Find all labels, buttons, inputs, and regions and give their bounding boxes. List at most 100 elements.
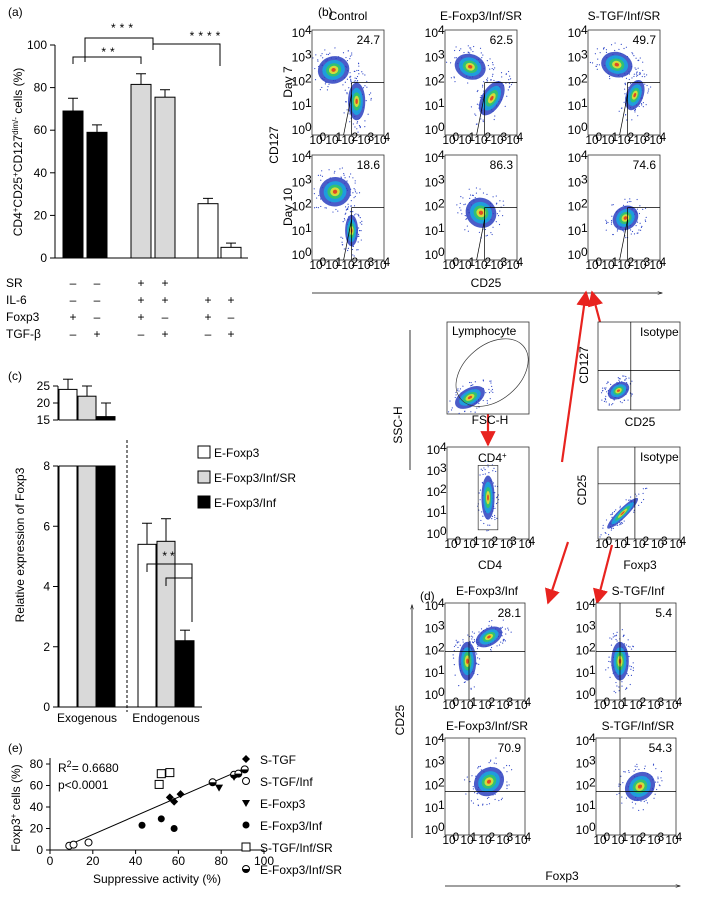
event-dot	[356, 121, 359, 123]
tick-label: 0	[320, 130, 327, 144]
percentage: 18.6	[357, 158, 381, 172]
event-dot	[350, 210, 352, 213]
event-dot	[463, 779, 466, 781]
event-dot	[493, 762, 495, 764]
event-dot	[493, 118, 495, 121]
event-dot	[458, 641, 460, 643]
percentage: 24.7	[357, 33, 381, 47]
event-dot	[476, 653, 478, 655]
tick-label: 4	[581, 148, 588, 162]
density	[486, 779, 492, 784]
event-dot	[500, 798, 503, 801]
event-dot	[624, 93, 626, 95]
event-dot	[344, 177, 346, 179]
y-tick-label: 8	[43, 459, 50, 473]
tick-label: 0	[438, 820, 445, 834]
event-dot	[467, 82, 469, 84]
y-tick-label: 20	[37, 396, 51, 410]
axis-label: CD25	[575, 474, 589, 505]
tick-label: 1	[612, 130, 619, 144]
gate-line	[476, 219, 485, 260]
event-dot	[459, 207, 461, 209]
row-label: Day 10	[281, 188, 295, 226]
event-dot	[625, 499, 627, 501]
event-dot	[636, 495, 638, 497]
event-dot	[638, 229, 640, 231]
event-dot	[641, 75, 643, 78]
error-bar	[92, 124, 102, 133]
point	[156, 769, 166, 779]
event-dot	[346, 109, 348, 111]
event-dot	[350, 78, 352, 80]
event-dot	[370, 99, 372, 101]
density	[489, 95, 494, 101]
event-dot	[477, 89, 479, 92]
tick-label: 10	[425, 779, 439, 793]
event-dot	[504, 105, 506, 107]
y-tick-label: 25	[37, 379, 51, 393]
point-half	[241, 769, 249, 773]
event-dot	[502, 215, 504, 217]
event-dot	[477, 798, 479, 800]
tick-label: 10	[325, 133, 339, 147]
tick-label: 2	[628, 130, 635, 144]
event-dot	[604, 531, 606, 534]
error-bar	[101, 402, 111, 417]
event-dot	[640, 800, 642, 802]
event-dot	[356, 192, 358, 194]
event-dot	[628, 655, 630, 658]
event-dot	[636, 75, 638, 77]
event-dot	[494, 67, 496, 69]
p-value: p<0.0001	[58, 778, 109, 792]
bar	[62, 110, 84, 259]
event-dot	[473, 639, 475, 641]
tick-label: 0	[320, 255, 327, 269]
event-dot	[314, 67, 316, 70]
event-dot	[474, 381, 476, 383]
significance-bracket	[146, 563, 193, 622]
event-dot	[500, 627, 502, 629]
event-dot	[472, 636, 474, 638]
tick-label: 3	[658, 830, 665, 844]
event-dot	[471, 638, 473, 640]
condition-sign: –	[94, 310, 101, 324]
event-dot	[361, 71, 363, 73]
event-dot	[486, 797, 489, 799]
tick-label: 10	[585, 133, 599, 147]
bar	[220, 246, 242, 259]
event-dot	[618, 785, 620, 787]
event-dot	[462, 641, 464, 643]
condition-sign: –	[70, 293, 77, 307]
event-dot	[469, 781, 471, 783]
event-dot	[502, 639, 504, 641]
event-dot	[488, 796, 490, 798]
event-dot	[326, 53, 328, 55]
tick-label: 4	[525, 695, 532, 709]
significance-label: **	[101, 45, 118, 59]
event-dot	[454, 49, 456, 52]
significance-bracket	[165, 577, 192, 586]
event-dot	[468, 381, 471, 384]
event-dot	[483, 90, 485, 92]
event-dot	[508, 765, 511, 767]
event-dot	[504, 640, 507, 642]
tick-label: 10	[496, 833, 510, 847]
event-dot	[463, 51, 465, 54]
event-dot	[612, 527, 614, 529]
event-dot	[610, 644, 613, 646]
tick-label: 10	[617, 133, 631, 147]
event-dot	[609, 661, 611, 663]
event-dot	[470, 800, 473, 802]
tick-label: 0	[455, 534, 462, 548]
event-dot	[500, 641, 502, 643]
event-dot	[484, 469, 486, 471]
event-dot	[640, 501, 643, 503]
event-dot	[633, 55, 635, 57]
event-dot	[615, 692, 617, 694]
event-dot	[641, 104, 643, 106]
event-dot	[488, 762, 490, 764]
event-dot	[491, 233, 493, 236]
event-dot	[606, 391, 608, 393]
tick-label: 1	[624, 534, 631, 548]
event-dot	[611, 638, 613, 640]
